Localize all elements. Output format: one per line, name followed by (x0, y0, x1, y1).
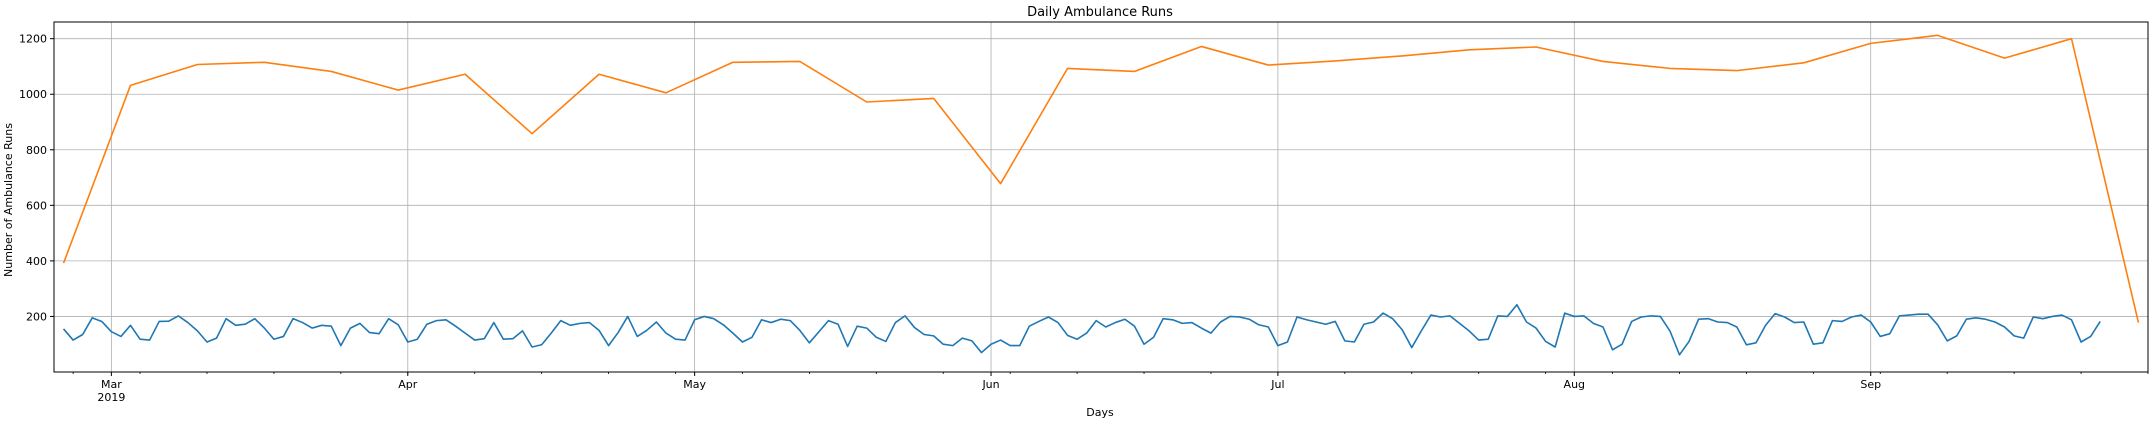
x-axis-label: Days (1086, 406, 1114, 419)
x-tick-label: Jul (1270, 378, 1284, 391)
y-tick-label: 1000 (19, 88, 47, 101)
plot-frame (53, 21, 2149, 373)
y-tick-label: 800 (26, 144, 47, 157)
x-tick-label: May (683, 378, 706, 391)
grid-lines (54, 22, 2148, 372)
x-tick-label: Jun (981, 378, 999, 391)
x-tick-label: Sep (1860, 378, 1881, 391)
x-tick-label: Mar (101, 378, 122, 391)
y-tick-label: 400 (26, 255, 47, 268)
y-axis-label: Number of Ambulance Runs (2, 123, 15, 277)
y-tick-label: 600 (26, 199, 47, 212)
x-tick-label: Aug (1564, 378, 1585, 391)
y-axis: 200 400 600 800 1000 1200 (19, 33, 54, 323)
x-tick-label: Apr (398, 378, 418, 391)
series-line-1 (62, 34, 2140, 323)
y-tick-label: 200 (26, 310, 47, 323)
series-line-0 (62, 303, 2101, 356)
x-tick-year-label: 2019 (97, 391, 125, 404)
series-lines (62, 34, 2140, 356)
y-tick-label: 1200 (19, 33, 47, 46)
chart-title: Daily Ambulance Runs (1027, 5, 1173, 20)
